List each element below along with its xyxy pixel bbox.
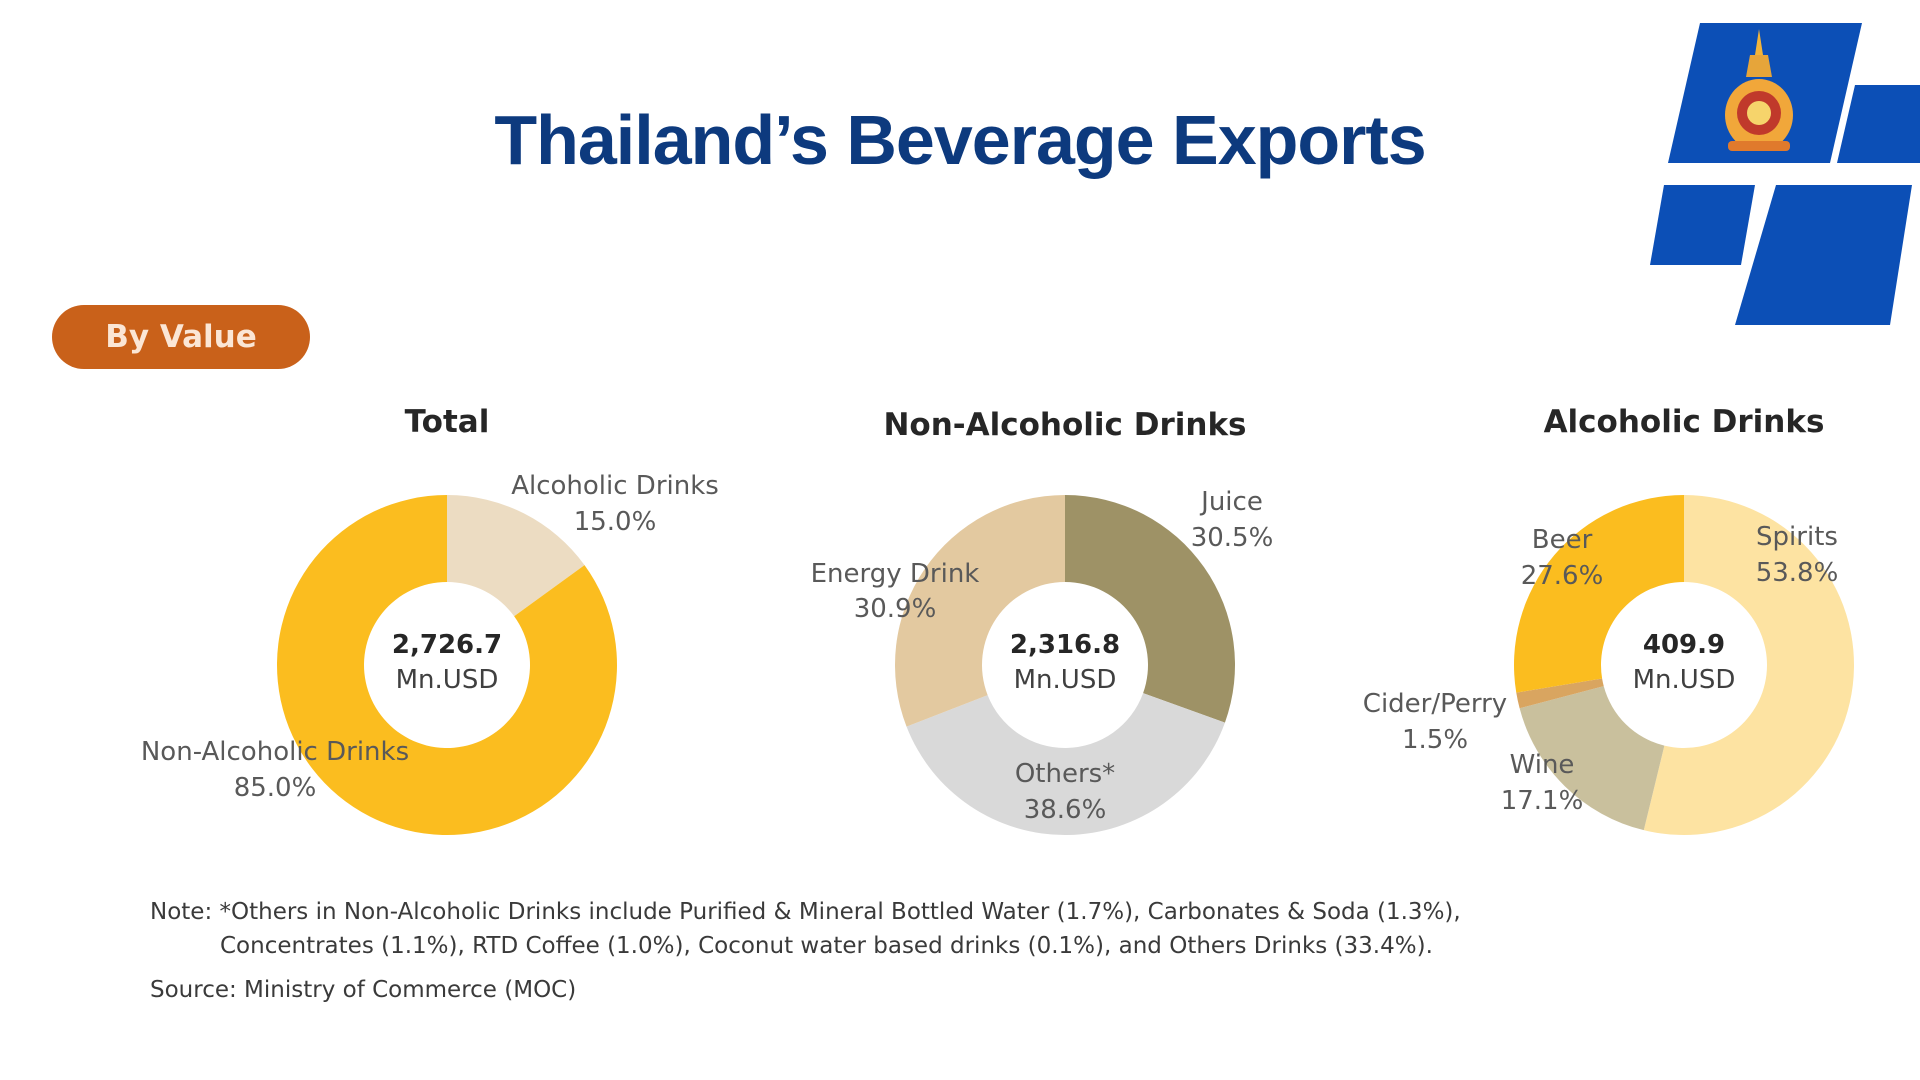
donut-slice — [1514, 495, 1684, 693]
slice-value: 85.0% — [234, 773, 317, 803]
donut-non-alcoholic — [895, 495, 1236, 835]
logo-tile — [1735, 185, 1912, 325]
chart-alcoholic: Alcoholic Drinks 409.9 Mn.USD Spirits 53… — [1363, 404, 1855, 836]
slide-title: Thailand’s Beverage Exports — [494, 101, 1426, 179]
donut-slice — [895, 495, 1065, 727]
donut-slice — [1516, 678, 1604, 709]
center-unit: Mn.USD — [1633, 665, 1736, 695]
slice-value: 17.1% — [1501, 786, 1584, 816]
slice-label: Spirits — [1756, 522, 1838, 552]
emblem-icon — [1725, 29, 1793, 151]
donut-alcoholic — [1514, 495, 1855, 836]
donut-slice — [1643, 495, 1855, 836]
logo-tile — [1650, 185, 1755, 265]
chart-non-alcoholic: Non-Alcoholic Drinks 2,316.8 Mn.USD Juic… — [811, 407, 1274, 835]
footnote: Note: *Others in Non-Alcoholic Drinks in… — [150, 895, 1461, 1007]
slice-value: 53.8% — [1756, 558, 1839, 588]
center-unit: Mn.USD — [1014, 665, 1117, 695]
slice-value: 15.0% — [574, 507, 657, 537]
slice-value: 30.5% — [1191, 523, 1274, 553]
slice-value: 1.5% — [1402, 725, 1468, 755]
slice-label: Wine — [1510, 750, 1575, 780]
center-value: 2,316.8 — [1010, 630, 1120, 660]
center-unit: Mn.USD — [396, 665, 499, 695]
note-line-2: Concentrates (1.1%), RTD Coffee (1.0%), … — [220, 933, 1433, 959]
slice-label: Non-Alcoholic Drinks — [141, 737, 409, 767]
chart-title: Total — [405, 404, 490, 440]
slice-value: 38.6% — [1024, 795, 1107, 825]
chart-title: Non-Alcoholic Drinks — [883, 407, 1246, 443]
donut-total — [277, 495, 617, 835]
donut-slice — [277, 495, 617, 835]
note-line-1: Note: *Others in Non-Alcoholic Drinks in… — [150, 899, 1461, 925]
donut-slice — [906, 693, 1225, 835]
donut-slice — [1519, 686, 1665, 831]
donut-slice — [447, 495, 585, 617]
chart-total: Total 2,726.7 Mn.USD Alcoholic Drinks 15… — [141, 404, 719, 835]
center-value: 409.9 — [1643, 630, 1725, 660]
slice-value: 30.9% — [854, 594, 937, 624]
slice-value: 27.6% — [1521, 561, 1604, 591]
slice-label: Juice — [1199, 487, 1263, 517]
by-value-badge: By Value — [52, 305, 310, 369]
donut-charts: Total 2,726.7 Mn.USD Alcoholic Drinks 15… — [141, 404, 1855, 836]
slice-label: Energy Drink — [811, 559, 980, 589]
chart-title: Alcoholic Drinks — [1544, 404, 1825, 440]
source-line: Source: Ministry of Commerce (MOC) — [150, 977, 577, 1003]
donut-slice — [1065, 495, 1236, 723]
logo-tile — [1837, 85, 1920, 163]
slice-label: Alcoholic Drinks — [511, 471, 719, 501]
slice-label: Cider/Perry — [1363, 689, 1507, 719]
slice-label: Beer — [1532, 525, 1593, 555]
center-value: 2,726.7 — [392, 630, 502, 660]
university-logo — [1650, 23, 1920, 325]
slice-label: Others* — [1015, 759, 1115, 789]
